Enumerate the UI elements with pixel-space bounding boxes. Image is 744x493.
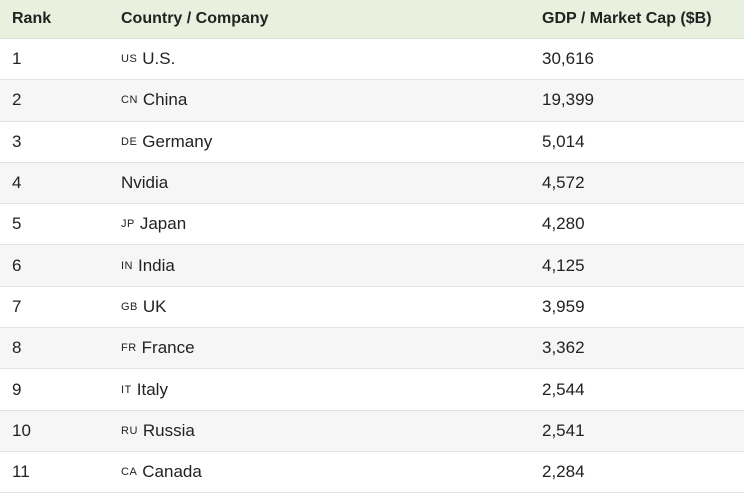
value-cell: 2,541	[542, 420, 585, 440]
rank-cell: 11	[12, 462, 30, 482]
value-cell: 4,125	[542, 255, 585, 275]
name-cell: JP Japan	[121, 204, 186, 244]
table-row: 10 RU Russia 2,541	[0, 410, 744, 452]
value-cell: 5,014	[542, 131, 585, 151]
rank-cell: 3	[12, 131, 22, 151]
country-code: DE	[121, 135, 138, 148]
value-cell: 19,399	[542, 90, 594, 110]
name: Italy	[136, 379, 168, 399]
table-row: 7 GB UK 3,959	[0, 287, 744, 329]
value-cell: 2,544	[542, 379, 585, 399]
name-cell: CN China	[121, 80, 187, 120]
table-row: 4 Nvidia 4,572	[0, 162, 744, 205]
name: Russia	[142, 420, 195, 440]
value-cell: 3,362	[542, 338, 585, 358]
country-code: CA	[121, 466, 138, 479]
name: France	[141, 338, 195, 358]
name-cell: IT Italy	[121, 369, 168, 409]
name: U.S.	[142, 49, 176, 69]
name: Germany	[142, 131, 213, 151]
name-cell: CA Canada	[121, 452, 202, 492]
name: Canada	[142, 462, 202, 482]
header-row: Rank Country / Company GDP / Market Cap …	[0, 0, 744, 39]
value-cell: 4,280	[542, 214, 585, 234]
name-cell: GB UK	[121, 287, 167, 327]
table-row: 1 US U.S. 30,616	[0, 39, 744, 81]
value-cell: 2,284	[542, 462, 585, 482]
value-cell: 3,959	[542, 296, 585, 316]
name-cell: RU Russia	[121, 411, 195, 451]
name-cell: Nvidia	[121, 163, 168, 203]
country-code: IT	[121, 383, 132, 396]
rank-cell: 5	[12, 214, 22, 234]
header-cell: Rank	[12, 10, 52, 27]
country-code: GB	[121, 300, 138, 313]
name-cell: FR France	[121, 328, 195, 368]
country-code: JP	[121, 218, 135, 231]
table-row: 2 CN China 19,399	[0, 80, 744, 122]
table-row: 8 FR France 3,362	[0, 328, 744, 370]
name-cell: DE Germany	[121, 122, 212, 162]
rank-cell: 8	[12, 338, 22, 358]
rank-cell: 7	[12, 296, 22, 316]
name: China	[142, 90, 188, 110]
country-code: IN	[121, 259, 133, 272]
table-row: 6 IN India 4,125	[0, 245, 744, 287]
rank-cell: 9	[12, 379, 22, 399]
name-cell: IN India	[121, 245, 175, 285]
table-row: 9 IT Italy 2,544	[0, 369, 744, 411]
table-row: 3 DE Germany 5,014	[0, 122, 744, 163]
table-row: 11 CA Canada 2,284	[0, 452, 744, 493]
country-code: RU	[121, 424, 138, 437]
rank-cell: 4	[12, 173, 22, 193]
name: UK	[142, 296, 167, 316]
name: Nvidia	[121, 173, 169, 193]
table-row: 5 JP Japan 4,280	[0, 204, 744, 246]
rank-cell: 6	[12, 255, 22, 275]
value-cell: 30,616	[542, 49, 594, 69]
rank-cell: 10	[12, 420, 31, 440]
rank-cell: 2	[12, 90, 22, 110]
country-code: CN	[121, 94, 138, 107]
country-code: US	[121, 53, 138, 66]
header-cell: Country / Company	[121, 10, 269, 27]
country-code: FR	[121, 342, 137, 355]
name-cell: US U.S.	[121, 39, 175, 79]
header-cell: GDP / Market Cap ($B)	[542, 10, 712, 27]
name: India	[138, 255, 175, 275]
name: Japan	[139, 214, 187, 234]
rank-cell: 1	[12, 49, 22, 69]
value-cell: 4,572	[542, 173, 585, 193]
